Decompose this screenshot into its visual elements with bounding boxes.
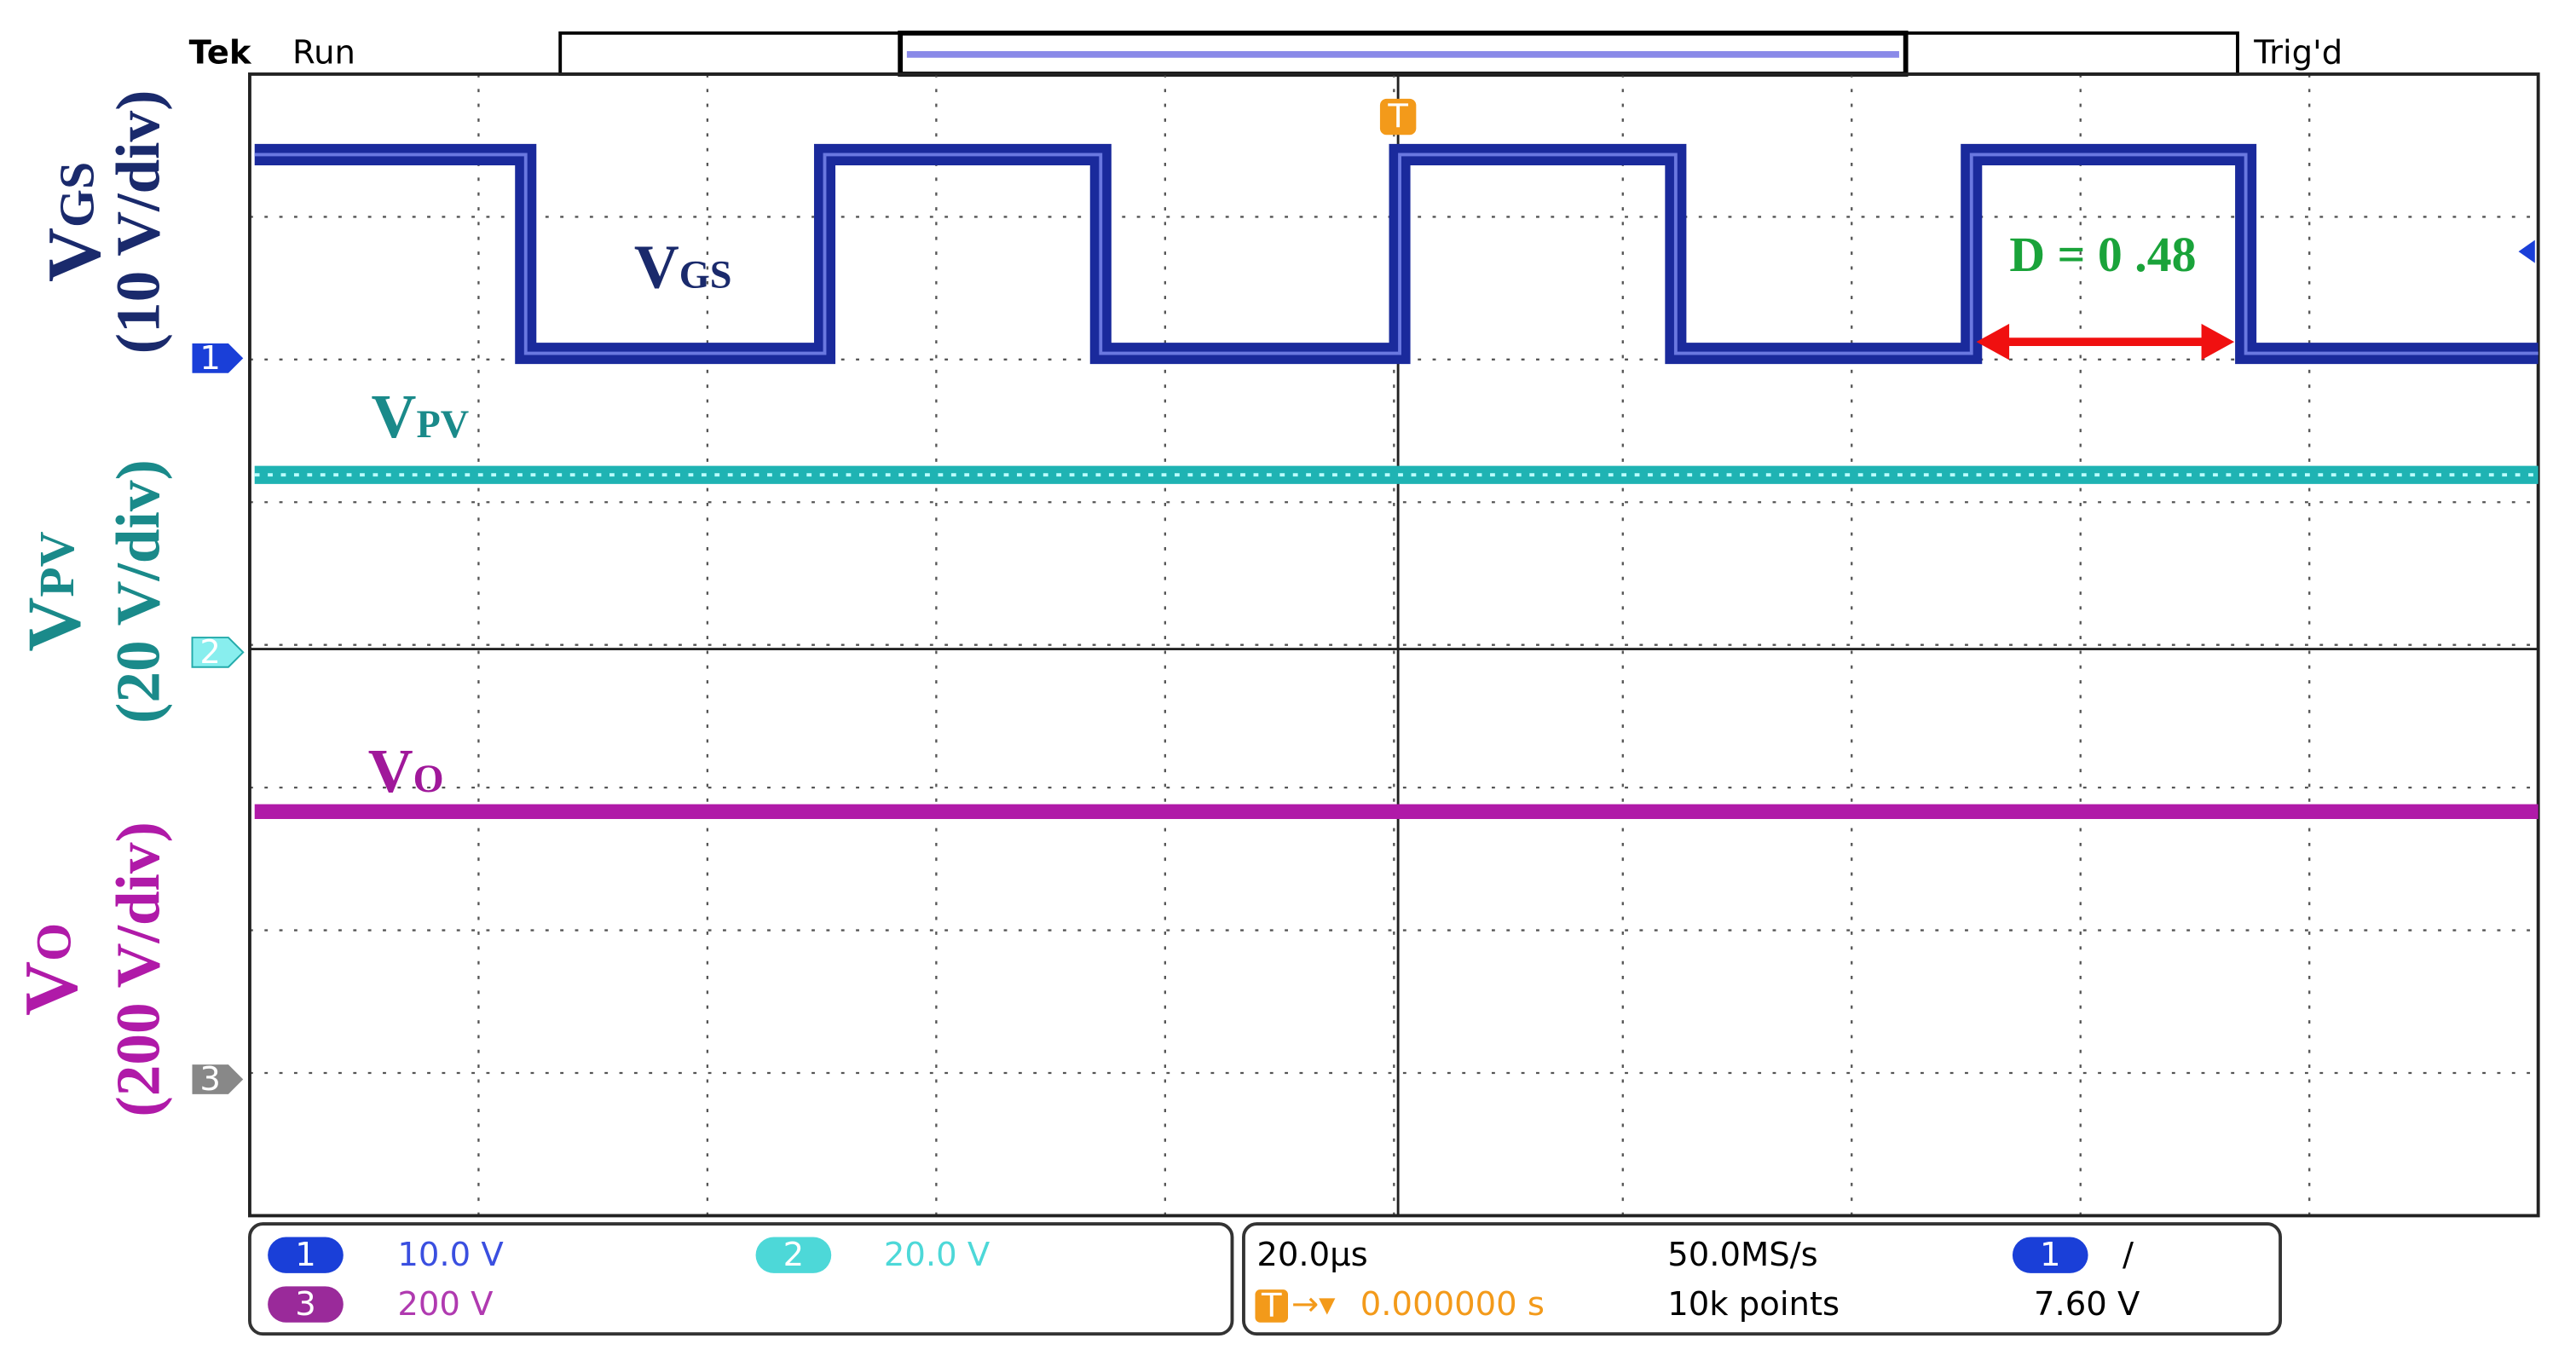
ch2-badge: [755, 1237, 832, 1273]
trigger-badge-label: T: [1261, 1287, 1282, 1325]
subscript: GS: [679, 254, 732, 297]
vgs-trace-center: [254, 153, 2538, 355]
record-length: 10k points: [1667, 1285, 1840, 1324]
ch3-badge: [268, 1286, 344, 1323]
trigger-slope: /: [2123, 1236, 2134, 1274]
subscript: PV: [416, 403, 469, 447]
trigger-marker: [1379, 98, 1417, 136]
symbol: V: [634, 233, 679, 302]
sample-rate: 50.0MS/s: [1667, 1236, 1818, 1274]
ch1-scale: 10.0 V: [397, 1236, 504, 1274]
ch3-marker: [192, 1064, 244, 1094]
vpv-label: VPV: [372, 382, 470, 451]
vo-axis-group: VO (200 V/div): [10, 822, 173, 1116]
ch2-marker-label: 2: [199, 633, 221, 672]
trigger-status: Trig'd: [2253, 33, 2342, 72]
trigger-level: 7.60 V: [2034, 1285, 2140, 1324]
run-status: Run: [292, 33, 355, 72]
vo-axis-scale: (200 V/div): [103, 822, 172, 1116]
symbol: V: [14, 597, 97, 652]
subscript: GS: [49, 162, 105, 228]
ch2-marker: [191, 637, 245, 668]
ch1-badge-label: 1: [295, 1236, 316, 1274]
trigger-arrow: →▾: [1291, 1285, 1336, 1324]
ch3-badge-label: 3: [295, 1285, 316, 1324]
ch1-badge: [268, 1237, 344, 1273]
symbol: V: [33, 228, 117, 282]
subscript: O: [26, 923, 82, 961]
trigger-position: 0.000000 s: [1360, 1285, 1545, 1324]
vo-axis-label: VO: [10, 923, 94, 1016]
timebase: 20.0µs: [1256, 1236, 1367, 1274]
trigger-marker-label: T: [1387, 98, 1408, 136]
vpv-axis-scale: (20 V/div): [103, 459, 172, 724]
vgs-axis-scale: (10 V/div): [103, 90, 172, 355]
vgs-label: VGS: [634, 233, 732, 302]
plot-frame: [248, 72, 2540, 1218]
ch3-scale: 200 V: [397, 1285, 494, 1324]
subscript: PV: [30, 531, 85, 597]
trigger-level-marker: [2518, 239, 2535, 263]
ch2-scale: 20.0 V: [884, 1236, 991, 1274]
channel-panel: [248, 1222, 1234, 1336]
ch1-marker: [192, 343, 244, 373]
vgs-axis-label: VGS: [33, 162, 117, 282]
symbol: V: [10, 961, 94, 1016]
vo-label: VO: [368, 736, 444, 805]
trigger-channel: 1: [2040, 1236, 2061, 1274]
vpv-axis-group: VPV (20 V/div): [14, 459, 173, 724]
ch3-marker-label: 3: [199, 1060, 221, 1099]
vgs-axis-group: VGS (10 V/div): [33, 90, 173, 355]
duty-label: D = 0 .48: [2009, 227, 2196, 282]
ch2-badge-label: 2: [783, 1236, 805, 1274]
symbol: V: [372, 382, 417, 451]
brand: Tek: [189, 33, 252, 72]
vpv-axis-label: VPV: [14, 531, 97, 651]
trigger-badge: [1255, 1289, 1288, 1323]
ch1-marker-label: 1: [199, 339, 221, 378]
symbol: V: [368, 736, 413, 805]
trigger-channel-badge: [2012, 1237, 2088, 1273]
subscript: O: [413, 758, 444, 801]
